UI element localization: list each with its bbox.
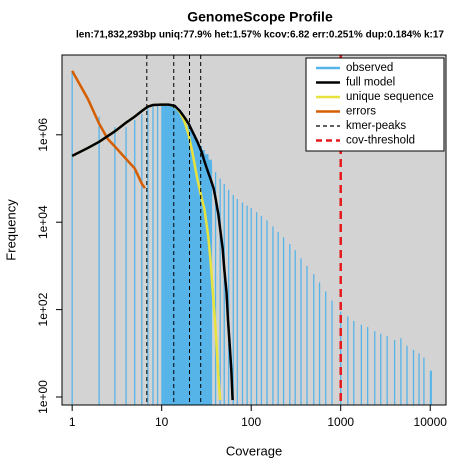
x-axis-label: Coverage	[226, 443, 282, 458]
legend: observed full model unique sequence errors k…	[305, 57, 445, 152]
legend-label: kmer-peaks	[346, 120, 406, 132]
model-line	[71, 70, 146, 189]
plot-frame	[61, 54, 447, 406]
y-tick-label: 1e+00	[36, 380, 50, 414]
x-tick-label: 1000	[327, 415, 354, 429]
y-tick-label: 1e+04	[36, 205, 50, 239]
chart-subtitle: len:71,832,293bp uniq:77.9% het:1.57% kc…	[76, 30, 444, 41]
legend-label: observed	[346, 62, 393, 74]
axes: 1 10 100 1000 10000 1e+00 1e+02 1e+04 1e+06	[36, 54, 448, 429]
legend-box	[305, 57, 445, 152]
legend-label: cov-threshold	[346, 135, 415, 147]
x-tick-label: 10000	[414, 415, 448, 429]
legend-label: errors	[346, 106, 376, 118]
model-line	[71, 103, 234, 401]
legend-label: full model	[346, 77, 395, 89]
y-axis-label: Frequency	[3, 199, 18, 261]
x-tick-label: 1	[69, 415, 76, 429]
x-tick-label: 10	[155, 415, 169, 429]
chart-title: GenomeScope Profile	[187, 9, 333, 25]
plot-area	[71, 55, 432, 405]
x-tick-label: 100	[241, 415, 261, 429]
y-tick-label: 1e+06	[36, 118, 50, 152]
y-tick-label: 1e+02	[36, 292, 50, 326]
legend-label: unique sequence	[346, 91, 434, 103]
